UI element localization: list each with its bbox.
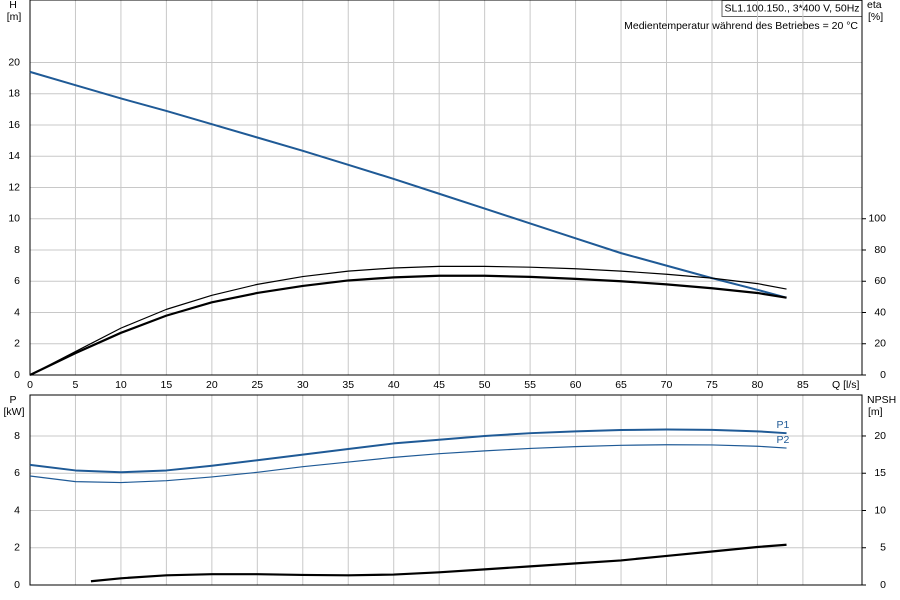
y2-axis-unit: [%] xyxy=(868,11,883,23)
chart-subtitle: Medientemperatur während des Betriebes =… xyxy=(624,20,858,32)
y-tick-label: 0 xyxy=(14,369,20,381)
x-tick-label: 40 xyxy=(388,379,400,391)
y2-tick-label: 100 xyxy=(868,213,886,225)
y2-axis-label: NPSH xyxy=(867,394,896,406)
curve-label: P2 xyxy=(777,434,790,446)
y-tick-label: 8 xyxy=(14,430,20,442)
curve xyxy=(29,274,787,376)
y-tick-label: 2 xyxy=(14,338,20,350)
x-tick-label: 70 xyxy=(661,379,673,391)
curve xyxy=(29,265,787,376)
y-tick-label: 16 xyxy=(8,119,20,131)
y-tick-label: 6 xyxy=(14,467,20,479)
y-tick-label: 20 xyxy=(8,56,20,68)
y-tick-label: 12 xyxy=(8,181,20,193)
y-tick-label: 8 xyxy=(14,244,20,256)
y2-tick-label: 0 xyxy=(880,369,886,381)
x-tick-label: 0 xyxy=(27,379,33,391)
y-tick-label: 4 xyxy=(14,306,20,318)
x-tick-label: 35 xyxy=(342,379,354,391)
x-tick-label: 15 xyxy=(161,379,173,391)
y2-tick-label: 20 xyxy=(874,430,886,442)
curve-label: P1 xyxy=(777,419,790,431)
y-tick-label: 18 xyxy=(8,88,20,100)
x-tick-label: 55 xyxy=(524,379,536,391)
y2-tick-label: 40 xyxy=(874,306,886,318)
x-tick-label: 45 xyxy=(433,379,445,391)
chart-title: SL1.100.150., 3*400 V, 50Hz xyxy=(724,2,859,14)
y-tick-label: 0 xyxy=(14,579,20,591)
y2-axis-label: eta xyxy=(867,0,882,11)
curve xyxy=(29,444,787,484)
x-tick-label: 80 xyxy=(752,379,764,391)
plot-frame xyxy=(29,394,863,586)
y2-tick-label: 20 xyxy=(874,338,886,350)
curve xyxy=(29,428,787,474)
y-axis-unit: [m] xyxy=(7,11,22,23)
x-tick-label: 65 xyxy=(615,379,627,391)
x-axis-label: Q [l/s] xyxy=(832,379,860,391)
y-axis-label: H xyxy=(9,0,17,11)
y-axis-unit: [kW] xyxy=(4,406,25,418)
y-tick-label: 4 xyxy=(14,504,20,516)
y-tick-label: 10 xyxy=(8,213,20,225)
y-tick-label: 14 xyxy=(8,150,20,162)
x-tick-label: 50 xyxy=(479,379,491,391)
y2-tick-label: 5 xyxy=(880,542,886,554)
curve xyxy=(29,70,787,299)
x-tick-label: 10 xyxy=(115,379,127,391)
y-tick-label: 2 xyxy=(14,542,20,554)
curve xyxy=(90,543,787,583)
x-tick-label: 75 xyxy=(706,379,718,391)
y2-tick-label: 0 xyxy=(880,579,886,591)
y-axis-label: P xyxy=(9,394,16,406)
x-tick-label: 25 xyxy=(251,379,263,391)
x-tick-label: 85 xyxy=(797,379,809,391)
x-tick-label: 60 xyxy=(570,379,582,391)
y2-tick-label: 60 xyxy=(874,275,886,287)
y2-tick-label: 15 xyxy=(874,467,886,479)
plot-frame xyxy=(29,0,863,376)
y2-tick-label: 80 xyxy=(874,244,886,256)
y2-tick-label: 10 xyxy=(874,504,886,516)
x-tick-label: 5 xyxy=(73,379,79,391)
y-tick-label: 6 xyxy=(14,275,20,287)
x-tick-label: 20 xyxy=(206,379,218,391)
x-tick-label: 30 xyxy=(297,379,309,391)
y2-axis-unit: [m] xyxy=(868,406,883,418)
